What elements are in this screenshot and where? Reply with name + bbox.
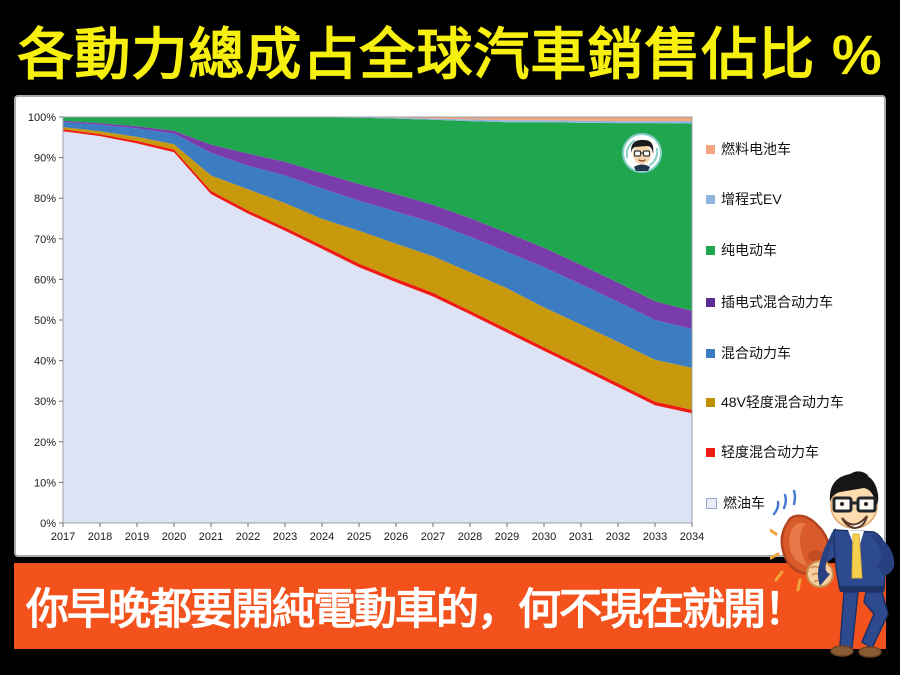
avatar-hair (630, 139, 654, 154)
svg-text:2033: 2033 (643, 531, 667, 543)
area-ice (63, 131, 692, 523)
svg-text:2030: 2030 (532, 531, 556, 543)
legend-label-48v: 48V轻度混合动力车 (721, 394, 844, 410)
legend-label-ice: 燃油车 (723, 495, 765, 511)
svg-text:2020: 2020 (162, 531, 186, 543)
svg-text:0%: 0% (40, 518, 56, 530)
bottom-banner: 你早晚都要開純電動車的，何不現在就開！ (14, 563, 886, 649)
svg-text:2027: 2027 (421, 531, 445, 543)
chart-legend: 燃料电池车 增程式EV 纯电动车 插电式混合动力车 混合动力车 48V轻度混合动… (704, 97, 884, 559)
legend-item-mild-hybrid: 轻度混合动力车 (706, 442, 819, 462)
legend-swatch-bev (706, 245, 715, 255)
svg-text:40%: 40% (34, 356, 56, 368)
presenter-mascot (770, 471, 895, 658)
motion-lines (772, 489, 797, 516)
svg-text:80%: 80% (34, 193, 56, 205)
legend-label-erev: 增程式EV (721, 191, 782, 207)
presenter-avatar-badge (622, 133, 662, 173)
svg-text:10%: 10% (34, 477, 56, 489)
svg-text:2025: 2025 (347, 531, 371, 543)
avatar-glasses (633, 150, 642, 157)
svg-text:90%: 90% (34, 153, 56, 165)
mascot-legs (830, 591, 889, 658)
svg-text:100%: 100% (28, 112, 56, 124)
banner-text: 你早晚都要開純電動車的，何不現在就開！ (26, 586, 807, 634)
stacked-area-chart: 0%10%20%30%40%50%60%70%80%90%100%2017 201… (28, 112, 704, 543)
page-title: 各動力總成占全球汽車銷售佔比 % (17, 22, 883, 86)
legend-item-fcv: 燃料电池车 (706, 139, 791, 159)
area-bev (63, 117, 692, 311)
svg-text:2029: 2029 (495, 531, 519, 543)
svg-text:20%: 20% (34, 437, 56, 449)
area-mild-hybrid-48v (63, 127, 692, 410)
y-axis: 0% 10% 20% 30% 40% 50% 60% 70% 80% 90% 100% (28, 112, 63, 530)
mascot-tie (851, 533, 863, 579)
svg-text:2031: 2031 (569, 531, 593, 543)
svg-text:30%: 30% (34, 396, 56, 408)
legend-swatch-hybrid (706, 348, 715, 358)
mascot-head (829, 471, 879, 530)
area-erev (63, 117, 692, 124)
svg-text:2018: 2018 (88, 531, 112, 543)
svg-text:50%: 50% (34, 315, 56, 327)
mascot-body (818, 528, 895, 592)
area-mild-hybrid (63, 129, 692, 414)
legend-label-fcv: 燃料电池车 (721, 141, 791, 157)
legend-swatch-48v (706, 397, 715, 407)
spark-lines (770, 528, 802, 592)
x-axis: 2017 2018 2019 2020 2021 2022 2023 2024 2025 2026… (51, 523, 704, 543)
legend-swatch-ice (706, 497, 717, 509)
mascot-hair (829, 473, 879, 506)
svg-text:60%: 60% (34, 274, 56, 286)
legend-item-phev: 插电式混合动力车 (706, 292, 833, 312)
legend-label-bev: 纯电动车 (721, 242, 777, 258)
area-hybrid (63, 121, 692, 368)
legend-swatch-fcv (706, 144, 715, 154)
area-fcv (63, 117, 692, 122)
svg-text:2019: 2019 (125, 531, 149, 543)
legend-item-hybrid: 混合动力车 (706, 343, 791, 363)
avatar-face (633, 144, 651, 164)
legend-item-bev: 纯电动车 (706, 240, 777, 260)
mascot-smile (841, 515, 868, 530)
svg-text:2022: 2022 (236, 531, 260, 543)
svg-text:2034: 2034 (680, 531, 704, 543)
legend-swatch-mild-hybrid (706, 447, 715, 457)
svg-text:2024: 2024 (310, 531, 334, 543)
svg-text:2028: 2028 (458, 531, 482, 543)
legend-item-ice: 燃油车 (706, 493, 765, 513)
svg-text:2017: 2017 (51, 531, 75, 543)
svg-text:2032: 2032 (606, 531, 630, 543)
legend-swatch-phev (706, 297, 715, 307)
drumstick-icon (780, 514, 831, 576)
svg-text:2026: 2026 (384, 531, 408, 543)
legend-swatch-erev (706, 194, 715, 204)
svg-text:2021: 2021 (199, 531, 223, 543)
svg-text:70%: 70% (34, 234, 56, 246)
svg-text:2023: 2023 (273, 531, 297, 543)
legend-label-phev: 插电式混合动力车 (721, 294, 833, 310)
chart-panel: 0% 10% 20% 30% 40% 50% 60% 70% 80% 90% 100% 2017 201… (14, 95, 886, 557)
legend-item-erev: 增程式EV (706, 189, 782, 209)
legend-label-mild-hybrid: 轻度混合动力车 (721, 444, 819, 460)
legend-label-hybrid: 混合动力车 (721, 345, 791, 361)
legend-item-48v: 48V轻度混合动力车 (706, 392, 844, 412)
